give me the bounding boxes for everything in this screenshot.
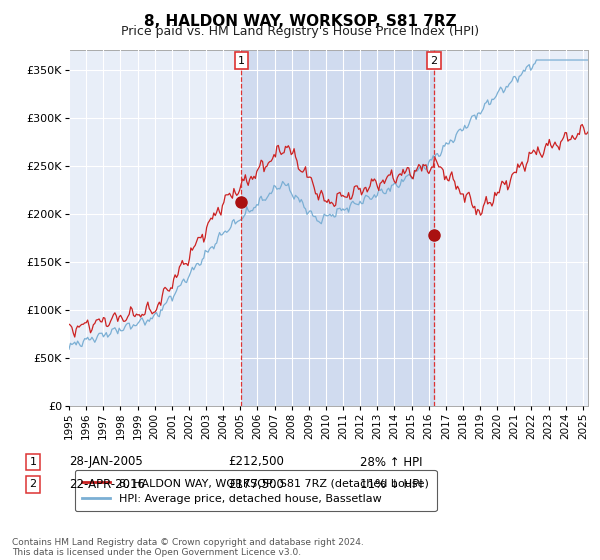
Text: 1: 1	[29, 457, 37, 467]
Text: 22-APR-2016: 22-APR-2016	[69, 478, 145, 491]
Text: £177,500: £177,500	[228, 478, 284, 491]
Text: 1: 1	[238, 56, 245, 66]
Text: 28% ↑ HPI: 28% ↑ HPI	[360, 455, 422, 469]
Text: Contains HM Land Registry data © Crown copyright and database right 2024.
This d: Contains HM Land Registry data © Crown c…	[12, 538, 364, 557]
Text: Price paid vs. HM Land Registry's House Price Index (HPI): Price paid vs. HM Land Registry's House …	[121, 25, 479, 38]
Legend: 8, HALDON WAY, WORKSOP, S81 7RZ (detached house), HPI: Average price, detached h: 8, HALDON WAY, WORKSOP, S81 7RZ (detache…	[74, 470, 437, 511]
Text: 2: 2	[29, 479, 37, 489]
Text: 11% ↓ HPI: 11% ↓ HPI	[360, 478, 422, 491]
Text: £212,500: £212,500	[228, 455, 284, 469]
Text: 2: 2	[430, 56, 437, 66]
Text: 28-JAN-2005: 28-JAN-2005	[69, 455, 143, 469]
Bar	[241, 50, 434, 406]
Text: 8, HALDON WAY, WORKSOP, S81 7RZ: 8, HALDON WAY, WORKSOP, S81 7RZ	[143, 14, 457, 29]
